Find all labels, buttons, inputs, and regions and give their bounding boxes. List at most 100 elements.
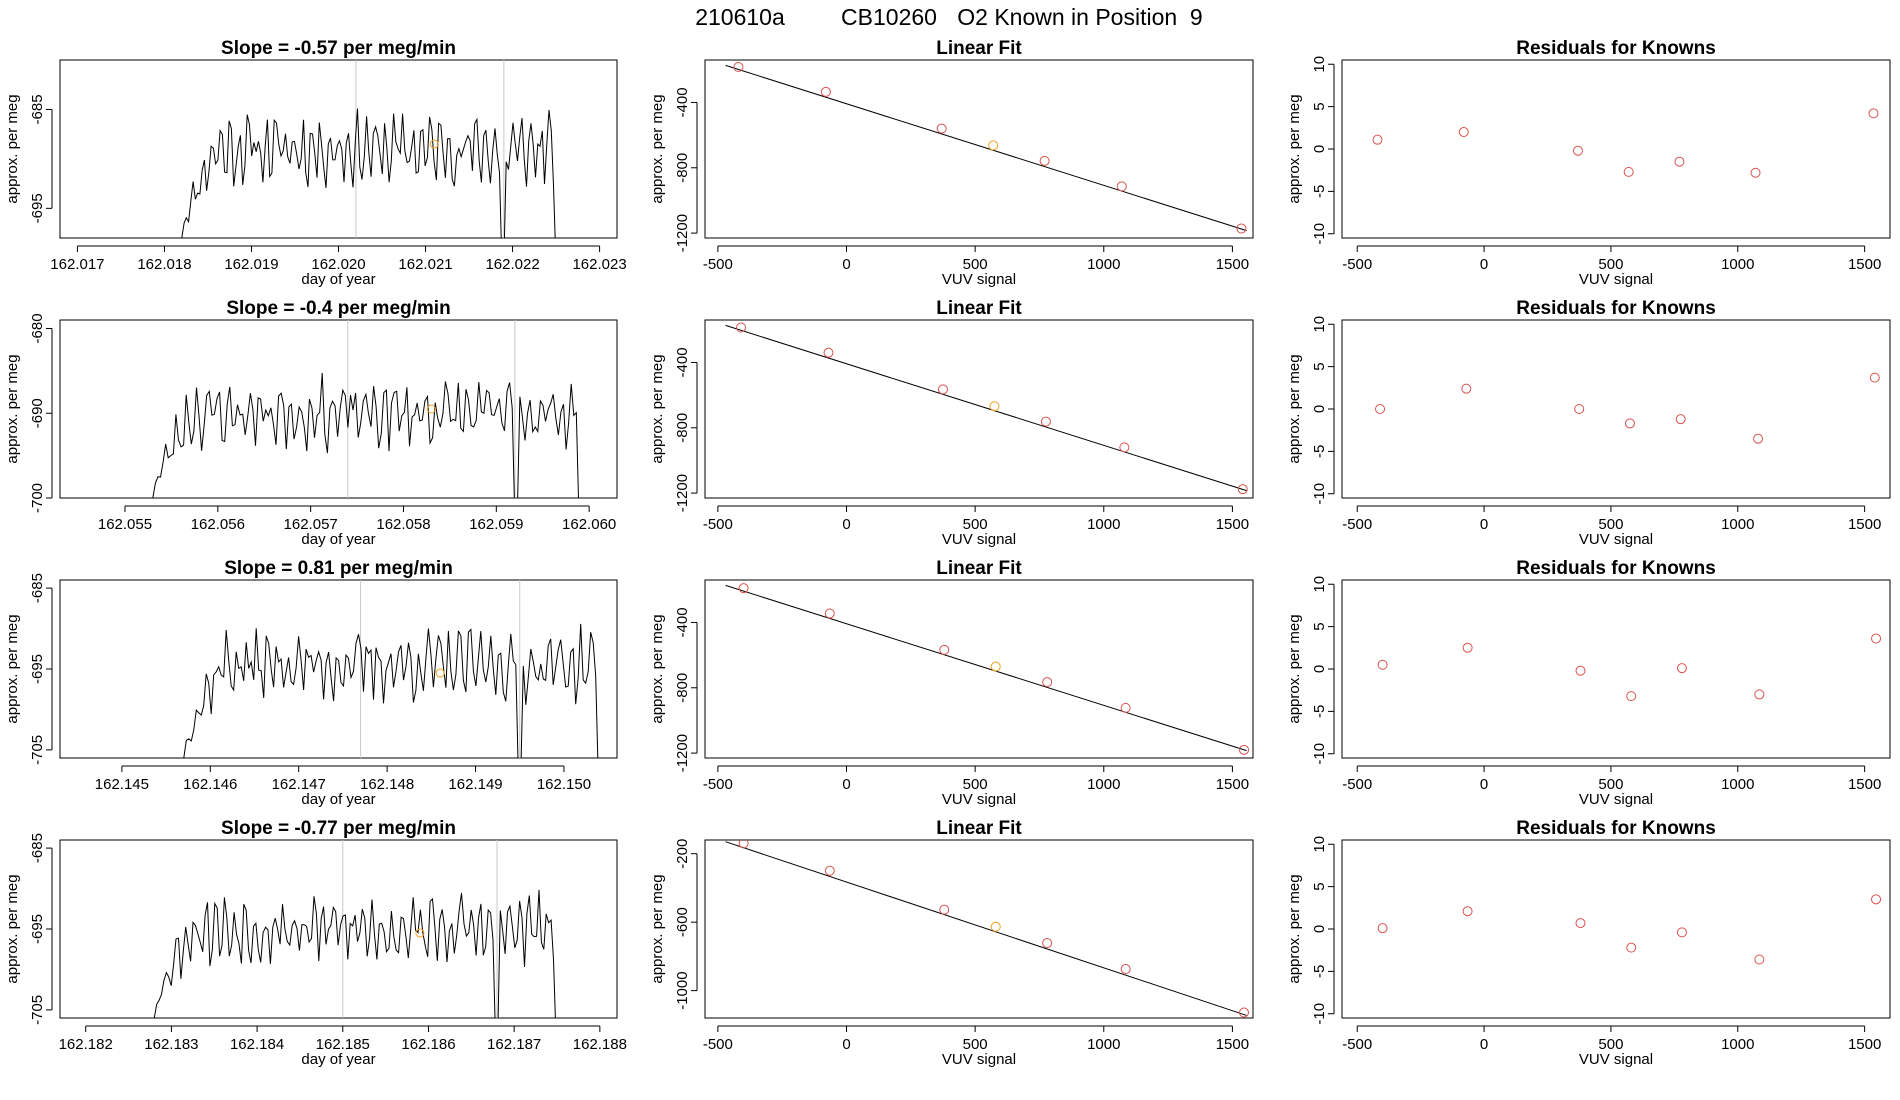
panel-r1-c0: Slope = -0.4 per meg/min 162.055 162.056 16… [4,298,618,548]
fit-line [725,584,1247,752]
figure-title-run-id: 210610a [695,4,785,30]
data-point [1572,145,1583,156]
x-tick-label: 162.056 [191,516,245,533]
x-tick-label: 1000 [1721,776,1754,793]
x-tick-label: 500 [963,1036,988,1053]
data-point [1461,383,1472,394]
y-tick-label: 10 [1311,56,1328,73]
highlight-point [990,921,1001,932]
y-axis-label: approx. per meg [1286,354,1303,463]
data-point [1674,156,1685,167]
panel-r1-c1: Linear Fit -500 0 500 1000 1500 VUV signal -400… [649,298,1254,548]
x-tick-label: -500 [703,1036,733,1053]
x-tick-label: 0 [842,256,850,273]
y-tick-label: 5 [1311,622,1328,630]
y-tick-label: -695 [29,654,46,684]
highlight-point [989,401,1000,412]
x-tick-label: 1000 [1721,1036,1754,1053]
y-axis-label: approx. per meg [649,94,666,203]
data-point [1238,1007,1249,1018]
x-tick-label: 0 [842,516,850,533]
figure-title-description: O2 Known in Position 9 [957,4,1202,30]
plot-box [1341,579,1891,759]
data-point [1869,372,1880,383]
y-tick-label: -10 [1311,483,1328,505]
panel-title: Linear Fit [936,298,1022,319]
x-tick-label: 1000 [1721,516,1754,533]
data-point [1574,404,1585,414]
data-point [1623,166,1634,177]
x-tick-label: 0 [1480,1036,1488,1053]
panel-r0-c1: Linear Fit -500 0 500 1000 1500 VUV signal -400… [649,38,1254,288]
highlight-point [988,140,999,151]
signal-trace [152,372,579,498]
mean-point [435,668,445,678]
x-tick-label: 162.146 [183,776,237,793]
plot-area [1377,633,1882,702]
y-tick-label: -685 [29,833,46,863]
x-tick-label: 1000 [1087,256,1120,273]
data-point [820,86,831,97]
panel-title: Residuals for Knowns [1516,818,1716,839]
plot-area [183,580,599,758]
y-tick-label: 10 [1311,316,1328,333]
data-point [1375,404,1386,414]
y-axis-label: approx. per meg [4,94,21,203]
data-point [1458,127,1469,138]
data-point [1377,659,1388,670]
panel-r2-c2: Residuals for Knowns -500 0 500 1000 1500 VUV … [1286,558,1891,808]
panel-r2-c0: Slope = 0.81 per meg/min 162.145 162.146 16… [4,558,618,808]
plot-box [59,579,618,759]
x-axis-label: day of year [301,791,375,808]
x-tick-label: 162.060 [562,516,616,533]
y-tick-label: -1200 [674,734,691,772]
x-tick-label: 162.023 [572,256,626,273]
x-axis-label: day of year [301,1051,375,1068]
panel-title: Linear Fit [936,38,1022,59]
x-tick-label: 162.019 [224,256,278,273]
y-tick-label: -800 [674,673,691,703]
data-point [1754,689,1765,700]
y-axis-label: approx. per meg [4,354,21,463]
data-point [1039,155,1050,166]
panel-title: Residuals for Knowns [1516,298,1716,319]
data-point [1237,484,1248,495]
y-tick-label: -1000 [674,971,691,1009]
panel-r3-c2: Residuals for Knowns -500 0 500 1000 1500 VUV … [1286,818,1891,1068]
data-point [1753,433,1764,444]
x-tick-label: -500 [1342,776,1372,793]
y-tick-label: 10 [1311,576,1328,593]
x-tick-label: 0 [1480,516,1488,533]
data-point [1042,938,1053,949]
x-tick-label: 500 [963,776,988,793]
x-axis-label: VUV signal [942,271,1016,288]
plot-area [725,62,1247,234]
data-point [1040,416,1051,427]
plot-area [1375,372,1880,444]
y-tick-label: 0 [1311,405,1328,413]
y-tick-label: -800 [674,153,691,183]
y-tick-label: -695 [29,193,46,223]
signal-trace [183,623,599,758]
x-tick-label: 0 [1480,776,1488,793]
plot-box [1341,59,1891,239]
data-point [823,347,834,358]
y-axis-label: approx. per meg [649,614,666,723]
y-tick-label: -400 [674,87,691,117]
x-tick-label: 1000 [1087,1036,1120,1053]
data-point [738,583,749,594]
fit-line [725,64,1247,232]
panel-title: Slope = -0.77 per meg/min [221,818,456,839]
y-tick-label: -200 [674,839,691,869]
y-tick-label: -800 [674,413,691,443]
x-tick-label: 162.185 [316,1036,370,1053]
x-tick-label: 162.186 [401,1036,455,1053]
y-axis-label: approx. per meg [1286,94,1303,203]
x-tick-label: 0 [842,776,850,793]
x-tick-label: 1500 [1848,776,1881,793]
data-point [1675,414,1686,425]
x-tick-label: 1500 [1848,1036,1881,1053]
panel-r0-c0: Slope = -0.57 per meg/min 162.017 162.018 1… [4,38,627,288]
data-point [939,904,950,915]
